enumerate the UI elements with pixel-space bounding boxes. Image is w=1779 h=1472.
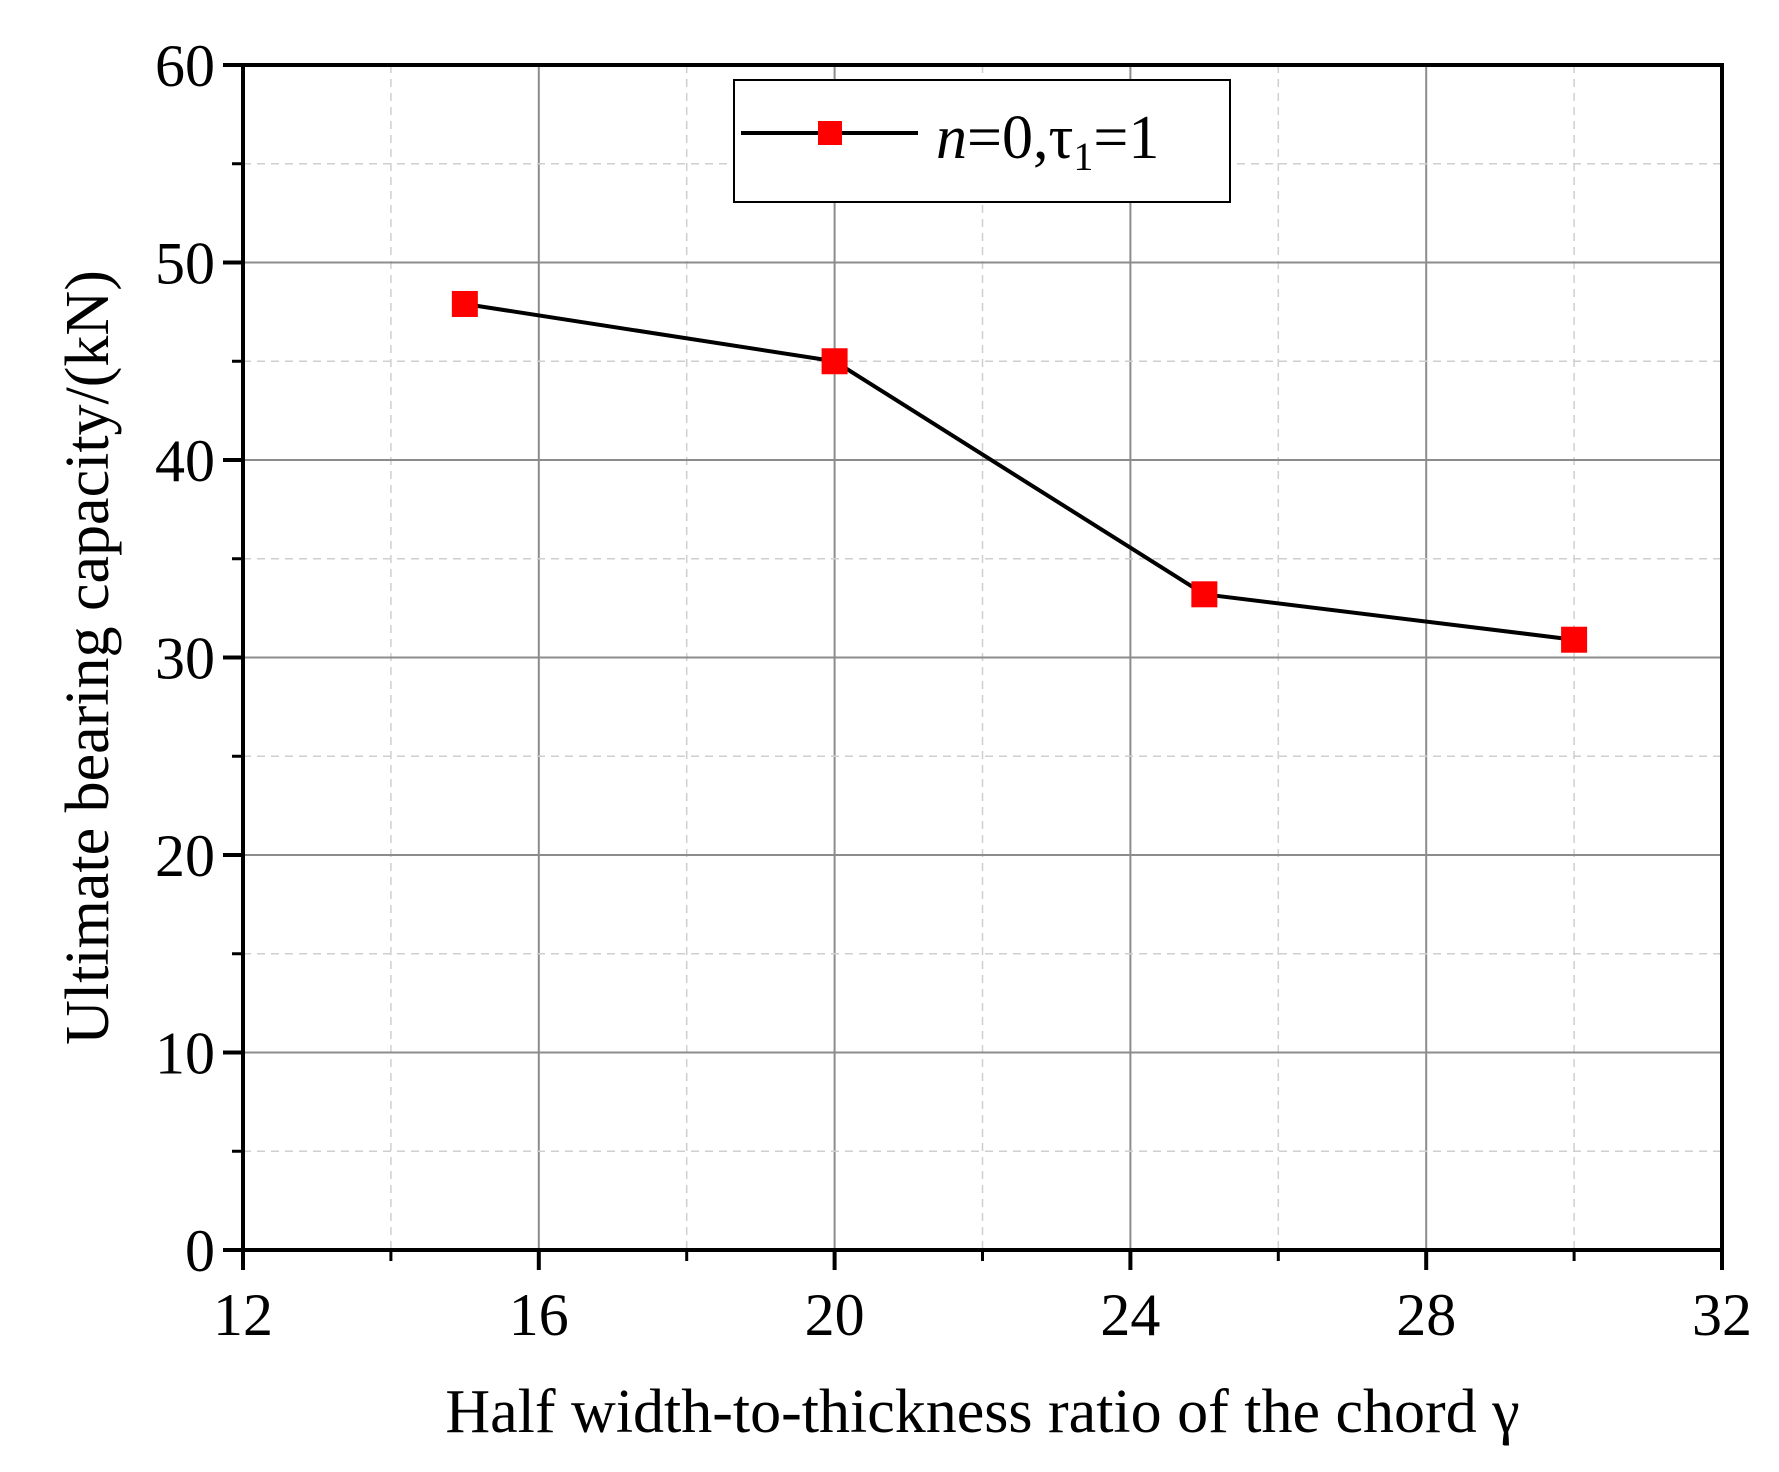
x-tick-label: 12 <box>213 1282 273 1348</box>
y-tick-label: 60 <box>155 33 215 99</box>
data-point-marker <box>821 348 848 375</box>
tick-labels: 12 16 20 24 28 32 0 10 20 30 40 50 60 <box>155 33 1752 1348</box>
legend-subscript: 1 <box>1073 134 1093 179</box>
x-tick-label: 28 <box>1396 1282 1456 1348</box>
legend-eq1: =0,τ <box>967 104 1073 172</box>
axis-ticks <box>223 63 1724 1270</box>
series-layer <box>451 290 1588 653</box>
y-tick-label: 10 <box>155 1021 215 1087</box>
y-tick-label: 0 <box>185 1218 215 1284</box>
y-axis-title: Ultimate bearing capacity/(kN) <box>54 270 122 1045</box>
x-tick-label: 20 <box>805 1282 865 1348</box>
y-tick-label: 50 <box>155 231 215 297</box>
x-tick-label: 32 <box>1692 1282 1752 1348</box>
legend-marker-sample <box>818 121 842 145</box>
legend: n=0,τ1=1 <box>733 79 1231 203</box>
legend-eq2: =1 <box>1093 104 1159 172</box>
x-tick-label: 24 <box>1100 1282 1160 1348</box>
y-tick-label: 40 <box>155 428 215 494</box>
legend-box <box>733 79 1231 203</box>
grid-lines <box>243 65 1722 1250</box>
data-point-marker <box>451 290 478 317</box>
legend-label: n=0,τ1=1 <box>936 104 1159 179</box>
legend-var: n <box>936 104 967 172</box>
x-axis-title: Half width-to-thickness ratio of the cho… <box>445 1378 1519 1446</box>
data-point-marker <box>1561 626 1588 653</box>
data-point-marker <box>1191 581 1218 608</box>
x-tick-label: 16 <box>509 1282 569 1348</box>
series-line <box>464 301 1575 642</box>
y-tick-label: 30 <box>155 626 215 692</box>
y-tick-label: 20 <box>155 823 215 889</box>
